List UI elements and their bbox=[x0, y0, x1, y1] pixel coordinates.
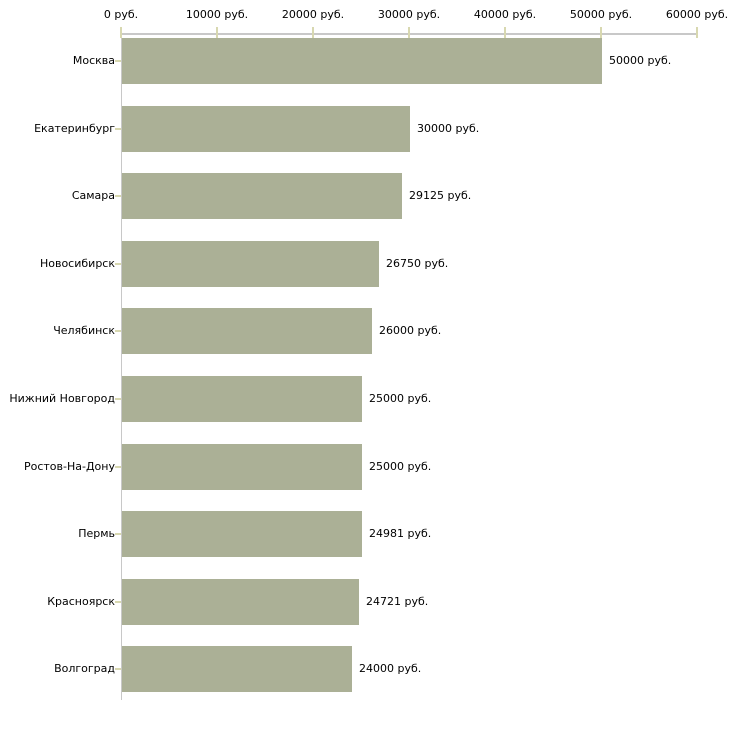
x-axis-tick-label: 50000 руб. bbox=[569, 8, 633, 21]
x-axis-tick bbox=[216, 27, 218, 38]
bar bbox=[122, 173, 402, 219]
bar bbox=[122, 38, 602, 84]
y-axis-tick bbox=[115, 668, 121, 670]
x-axis-tick bbox=[600, 27, 602, 38]
x-axis-tick-label: 10000 руб. bbox=[185, 8, 249, 21]
category-label: Москва bbox=[72, 54, 115, 67]
x-axis-tick bbox=[696, 27, 698, 38]
category-label: Новосибирск bbox=[39, 257, 115, 270]
x-axis-tick-label: 60000 руб. bbox=[665, 8, 729, 21]
y-axis-tick bbox=[115, 330, 121, 332]
value-label: 25000 руб. bbox=[369, 392, 432, 405]
value-label: 26750 руб. bbox=[386, 257, 449, 270]
y-axis-tick bbox=[115, 601, 121, 603]
x-axis-tick-label: 40000 руб. bbox=[473, 8, 537, 21]
x-axis-tick-label: 20000 руб. bbox=[281, 8, 345, 21]
y-axis-tick bbox=[115, 398, 121, 400]
x-axis-tick bbox=[312, 27, 314, 38]
bar bbox=[122, 444, 362, 490]
value-label: 29125 руб. bbox=[409, 189, 472, 202]
x-axis-tick bbox=[408, 27, 410, 38]
y-axis-tick bbox=[115, 263, 121, 265]
value-label: 25000 руб. bbox=[369, 460, 432, 473]
bar bbox=[122, 308, 372, 354]
y-axis-tick bbox=[115, 60, 121, 62]
value-label: 50000 руб. bbox=[609, 54, 672, 67]
category-label: Пермь bbox=[78, 527, 115, 540]
bar bbox=[122, 579, 359, 625]
x-axis-tick-label: 30000 руб. bbox=[377, 8, 441, 21]
bar bbox=[122, 646, 352, 692]
category-label: Екатеринбург bbox=[34, 122, 115, 135]
category-label: Нижний Новгород bbox=[9, 392, 115, 405]
category-label: Красноярск bbox=[47, 595, 115, 608]
y-axis-tick bbox=[115, 195, 121, 197]
y-axis-tick bbox=[115, 533, 121, 535]
x-axis-tick bbox=[504, 27, 506, 38]
value-label: 24721 руб. bbox=[366, 595, 429, 608]
value-label: 30000 руб. bbox=[417, 122, 480, 135]
y-axis-line bbox=[121, 33, 122, 700]
bar bbox=[122, 241, 379, 287]
bar bbox=[122, 511, 362, 557]
value-label: 24000 руб. bbox=[359, 662, 422, 675]
category-label: Волгоград bbox=[54, 662, 115, 675]
category-label: Ростов-На-Дону bbox=[23, 460, 115, 473]
x-axis-tick bbox=[120, 27, 122, 38]
category-label: Самара bbox=[71, 189, 115, 202]
bar bbox=[122, 376, 362, 422]
value-label: 24981 руб. bbox=[369, 527, 432, 540]
x-axis-tick-label: 0 руб. bbox=[103, 8, 139, 21]
y-axis-tick bbox=[115, 128, 121, 130]
category-label: Челябинск bbox=[53, 324, 115, 337]
bar bbox=[122, 106, 410, 152]
y-axis-tick bbox=[115, 466, 121, 468]
value-label: 26000 руб. bbox=[379, 324, 442, 337]
